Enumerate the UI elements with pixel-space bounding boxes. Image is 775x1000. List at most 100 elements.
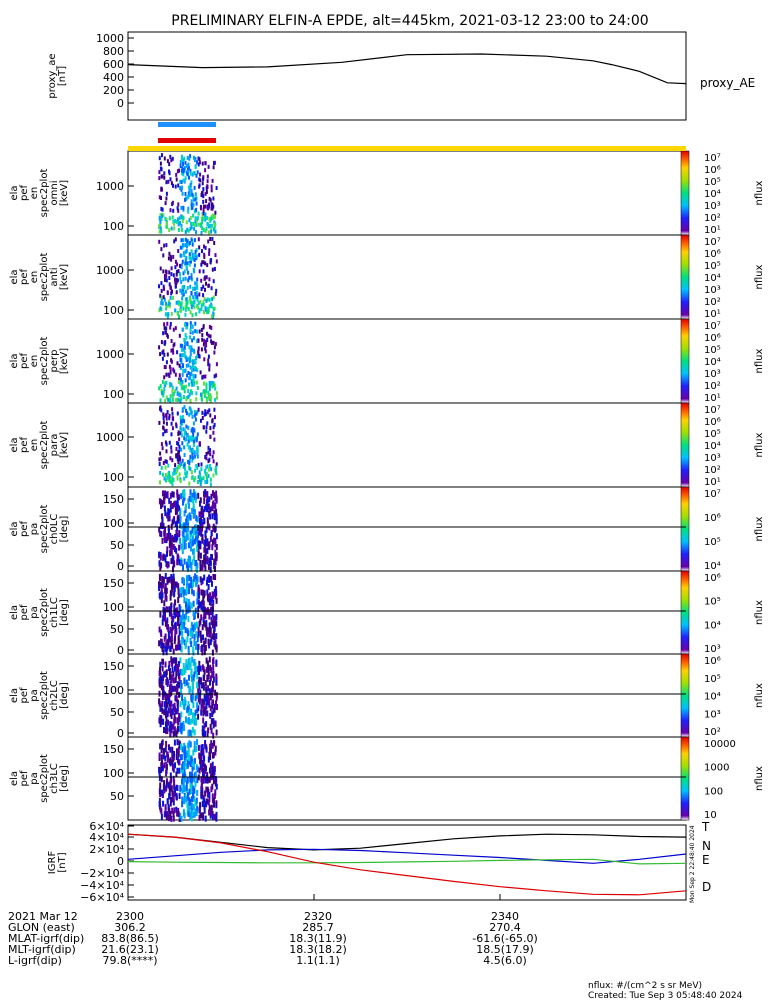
spectrogram-pixel	[211, 711, 214, 718]
spectrogram-pixel	[174, 265, 177, 270]
spectrogram-pixel	[205, 389, 208, 394]
panel-omni-spectrogram	[158, 153, 218, 235]
spectrogram-pixel	[172, 573, 175, 580]
spectrogram-pixel	[181, 379, 184, 384]
spectrogram-pixel	[207, 727, 210, 734]
panel-ch1-ylabel: ch1LC	[49, 597, 60, 628]
spectrogram-pixel	[193, 428, 196, 433]
spectrogram-pixel	[182, 368, 185, 373]
spectrogram-pixel	[204, 455, 207, 459]
spectrogram-pixel	[162, 213, 165, 218]
spectrogram-pixel	[158, 798, 161, 804]
spectrogram-pixel	[186, 603, 189, 610]
panel-perp-ylabel: spec2plot	[39, 337, 50, 386]
spectrogram-pixel	[207, 306, 210, 311]
spectrogram-pixel	[211, 761, 214, 768]
spectrogram-pixel	[204, 621, 207, 628]
spectrogram-pixel	[168, 270, 171, 275]
spectrogram-pixel	[188, 345, 191, 350]
spectrogram-pixel	[159, 352, 162, 357]
spectrogram-pixel	[201, 190, 204, 195]
spectrogram-pixel	[211, 702, 214, 709]
panel-anti-ylabel: [keV]	[59, 264, 70, 290]
spectrogram-pixel	[204, 287, 206, 292]
spectrogram-pixel	[170, 432, 173, 437]
spectrogram-pixel	[201, 214, 204, 219]
spectrogram-pixel	[215, 518, 218, 525]
spectrogram-pixel	[158, 698, 161, 705]
spectrogram-pixel	[173, 637, 176, 644]
spectrogram-pixel	[210, 635, 213, 642]
spectrogram-pixel	[158, 176, 161, 181]
bar-yellow	[128, 146, 686, 151]
spectrogram-pixel	[204, 161, 207, 166]
spectrogram-pixel	[215, 186, 218, 190]
spectrogram-pixel	[179, 510, 182, 517]
spectrogram-pixel	[178, 623, 181, 630]
spectrogram-pixel	[179, 415, 182, 420]
spectrogram-pixel	[161, 516, 164, 523]
spectrogram-pixel	[192, 301, 195, 306]
spectrogram-pixel	[208, 383, 211, 388]
spectrogram-pixel	[213, 509, 216, 516]
spectrogram-pixel	[176, 553, 179, 560]
spectrogram-pixel	[199, 630, 202, 637]
spectrogram-pixel	[172, 815, 175, 822]
spectrogram-pixel	[184, 368, 187, 373]
spectrogram-pixel	[164, 712, 167, 718]
spectrogram-pixel	[209, 477, 212, 482]
spectrogram-pixel	[211, 771, 214, 778]
spectrogram-pixel	[202, 616, 205, 623]
spectrogram-pixel	[174, 219, 176, 223]
spectrogram-pixel	[178, 793, 181, 799]
spectrogram-pixel	[200, 193, 203, 197]
spectrogram-pixel	[188, 185, 190, 190]
spectrogram-pixel	[198, 529, 201, 536]
spectrogram-pixel	[191, 427, 194, 431]
spectrogram-pixel	[160, 186, 163, 191]
spectrogram-pixel	[181, 694, 183, 701]
spectrogram-pixel	[173, 561, 176, 568]
spectrogram-pixel	[179, 343, 182, 348]
spectrogram-pixel	[188, 542, 190, 549]
spectrogram-pixel	[198, 684, 201, 690]
spectrogram-pixel	[167, 804, 170, 810]
spectrogram-pixel	[195, 222, 198, 227]
spectrogram-pixel	[166, 711, 169, 718]
spectrogram-pixel	[194, 374, 197, 379]
spectrogram-pixel	[190, 545, 192, 552]
panel-anti-cb-tick: 10⁶	[704, 249, 721, 260]
spectrogram-pixel	[171, 411, 174, 416]
spectrogram-pixel	[179, 621, 182, 628]
spectrogram-pixel	[185, 437, 188, 442]
spectrogram-pixel	[191, 330, 194, 335]
spectrogram-pixel	[164, 398, 167, 403]
spectrogram-pixel	[197, 692, 200, 699]
spectrogram-pixel	[210, 467, 213, 472]
spectrogram-pixel	[196, 692, 199, 699]
spectrogram-pixel	[180, 180, 183, 185]
spectrogram-pixel	[213, 801, 215, 808]
spectrogram-pixel	[187, 270, 190, 275]
spectrogram-pixel	[180, 711, 183, 718]
spectrogram-pixel	[184, 666, 187, 673]
spectrogram-pixel	[165, 243, 168, 248]
spectrogram-pixel	[214, 689, 217, 696]
spectrogram-pixel	[192, 295, 195, 300]
spectrogram-pixel	[214, 495, 217, 502]
spectrogram-pixel	[183, 445, 186, 450]
spectrogram-pixel	[203, 244, 205, 249]
spectrogram-pixel	[167, 707, 170, 714]
spectrogram-pixel	[173, 239, 176, 244]
spectrogram-pixel	[190, 275, 193, 280]
spectrogram-pixel	[165, 717, 168, 724]
spectrogram-pixel	[193, 640, 196, 646]
panel-ch3-ylabel: [deg]	[59, 765, 70, 792]
spectrogram-pixel	[163, 671, 166, 678]
spectrogram-pixel	[203, 590, 206, 597]
spectrogram-pixel	[194, 249, 197, 254]
spectrogram-pixel	[204, 261, 207, 266]
spectrogram-pixel	[184, 333, 187, 337]
spectrogram-pixel	[215, 676, 218, 683]
spectrogram-pixel	[198, 308, 201, 313]
